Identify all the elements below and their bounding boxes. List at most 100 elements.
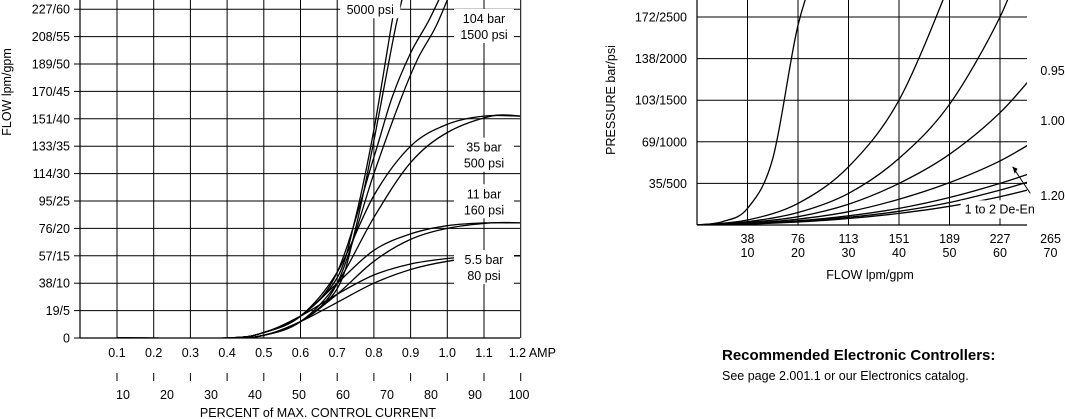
flow-x-amp-label: 0.1 xyxy=(108,346,125,360)
flow-series-line xyxy=(117,0,403,338)
flow-x-amp-label: 0.9 xyxy=(402,346,419,360)
flow-annotation-text: 500 psi xyxy=(464,157,504,171)
flow-chart-y-axis-label: FLOW lpm/gpm xyxy=(0,48,14,136)
pressure-annotation-text: 1 to 2 De-En xyxy=(965,202,1035,216)
flow-y-tick-label: 19/5 xyxy=(46,304,70,318)
pressure-series-line xyxy=(697,0,1009,225)
pressure-y-tick-label: 69/1000 xyxy=(642,135,687,149)
flow-x-percent-label: 70 xyxy=(380,388,394,402)
flow-x-amp-label: 1.2 AMP xyxy=(509,346,556,360)
flow-x-amp-label: 0.3 xyxy=(182,346,199,360)
pressure-x-gpm-label: 30 xyxy=(842,246,856,260)
flow-annotation-bg xyxy=(454,8,514,43)
flow-y-tick-label: 114/30 xyxy=(33,167,70,181)
controllers-title: Recommended Electronic Controllers: xyxy=(722,347,996,364)
pressure-chart-grid xyxy=(696,0,1027,226)
pressure-series-line xyxy=(697,81,1027,225)
flow-series-line xyxy=(117,0,448,338)
pressure-chart-annotations: 0.95A 1.00A 1.20A 1 to 2 De-En xyxy=(960,62,1065,219)
pressure-series-line xyxy=(697,0,806,225)
flow-annotation-text: 80 psi xyxy=(467,269,500,283)
flow-x-amp-label: 0.6 xyxy=(292,346,309,360)
flow-annotation-text: 5.5 bar xyxy=(465,253,504,267)
pressure-y-tick-label: 172/2500 xyxy=(635,11,687,25)
flow-x-percent-label: 50 xyxy=(292,388,306,402)
flow-y-tick-label: 170/45 xyxy=(32,85,70,99)
flow-annotation-text: 1500 psi xyxy=(460,28,507,42)
pressure-x-lpm-label: 76 xyxy=(791,232,805,246)
flow-x-percent-label: 80 xyxy=(424,388,438,402)
flow-y-tick-label: 76/20 xyxy=(39,222,70,236)
pressure-chart-ticks: 35/500 69/1000 103/1500 138/2000 172/2500 38 7… xyxy=(635,11,1061,261)
flow-annotation-text: 5000 psi xyxy=(347,3,394,17)
flow-x-amp-label: 1.0 xyxy=(439,346,456,360)
pressure-x-lpm-label: 113 xyxy=(839,232,859,246)
pressure-annotation-bg xyxy=(960,200,1056,219)
flow-chart-x-axis-label: PERCENT of MAX. CONTROL CURRENT xyxy=(200,406,437,419)
flow-chart-curves xyxy=(117,0,520,338)
pressure-x-lpm-label: 38 xyxy=(741,232,755,246)
flow-annotation-text: 345 bar xyxy=(349,0,391,1)
flow-x-amp-label: 0.8 xyxy=(365,346,382,360)
pressure-annotation-text: 1.20A xyxy=(1040,189,1065,203)
pressure-x-gpm-label: 40 xyxy=(892,246,906,260)
flow-annotation-bg xyxy=(454,137,514,172)
flow-x-percent-label: 40 xyxy=(248,388,262,402)
flow-x-amp-label: 1.1 xyxy=(475,346,492,360)
flow-x-amp-label: 0.2 xyxy=(145,346,162,360)
flow-y-tick-label: 57/15 xyxy=(39,249,70,263)
pressure-x-gpm-label: 10 xyxy=(741,246,755,260)
flow-x-percent-label: 10 xyxy=(116,388,130,402)
pressure-x-gpm-label: 70 xyxy=(1044,246,1058,260)
flow-annotation-bg xyxy=(454,184,514,219)
pressure-x-lpm-label: 227 xyxy=(990,232,1011,246)
pressure-x-gpm-label: 20 xyxy=(791,246,805,260)
flow-y-tick-label: 95/25 xyxy=(39,195,70,209)
flow-annotation-bg xyxy=(454,250,514,285)
pressure-annotation-text: 0.95A xyxy=(1040,64,1065,78)
flow-x-percent-label: 90 xyxy=(468,388,482,402)
pressure-chart-x-axis-label: FLOW lpm/gpm xyxy=(826,268,914,282)
flow-y-tick-label: 0 xyxy=(63,332,70,346)
flow-y-tick-label: 227/60 xyxy=(32,3,70,17)
pressure-x-gpm-label: 50 xyxy=(943,246,957,260)
flow-x-percent-label: 20 xyxy=(160,388,174,402)
flow-x-amp-label: 0.5 xyxy=(255,346,272,360)
pressure-annotation-text: 1.00A xyxy=(1040,114,1065,128)
flow-annotation-text: 35 bar xyxy=(466,141,501,155)
pressure-y-tick-label: 35/500 xyxy=(649,177,687,191)
flow-series-line xyxy=(117,0,397,338)
pressure-series-line xyxy=(697,0,944,225)
pressure-x-lpm-label: 265 xyxy=(1040,232,1061,246)
flow-y-tick-label: 208/55 xyxy=(32,30,70,44)
pressure-x-lpm-label: 189 xyxy=(939,232,960,246)
pressure-chart-y-axis-label: PRESSURE bar/psi xyxy=(604,45,618,155)
flow-annotation-text: 160 psi xyxy=(464,203,504,217)
pressure-x-lpm-label: 151 xyxy=(889,232,910,246)
flow-annotation-text: 11 bar xyxy=(467,187,502,201)
controllers-text: See page 2.001.1 or our Electronics cata… xyxy=(722,369,969,383)
flow-chart-ticks: 0 19/5 38/10 57/15 76/20 95/25 114/30 133/35 151… xyxy=(32,3,556,402)
flow-y-tick-label: 133/35 xyxy=(32,140,70,154)
flow-x-amp-label: 0.4 xyxy=(218,346,235,360)
flow-series-line xyxy=(117,0,440,338)
flow-chart-grid xyxy=(79,0,522,339)
flow-x-percent-label: 100 xyxy=(509,388,530,402)
flow-x-amp-label: 0.7 xyxy=(329,346,346,360)
flow-annotation-text: 104 bar xyxy=(463,12,505,26)
flow-chart-annotations: 345 bar 5000 psi 104 bar 1500 psi 35 bar 500 … xyxy=(340,0,514,285)
pressure-y-tick-label: 138/2000 xyxy=(635,52,687,66)
pressure-leader-arrow xyxy=(1012,166,1018,174)
flow-y-tick-label: 151/40 xyxy=(32,112,70,126)
pressure-series-line xyxy=(697,189,1027,225)
flow-y-tick-label: 189/50 xyxy=(32,58,70,72)
pressure-y-tick-label: 103/1500 xyxy=(635,94,687,108)
pressure-x-gpm-label: 60 xyxy=(993,246,1007,260)
flow-annotation-bg xyxy=(340,0,401,19)
flow-x-percent-label: 30 xyxy=(204,388,218,402)
pressure-chart-curves xyxy=(697,0,1027,225)
pressure-annotation-bg xyxy=(1036,62,1065,81)
flow-x-percent-label: 60 xyxy=(336,388,350,402)
flow-y-tick-label: 38/10 xyxy=(39,277,70,291)
